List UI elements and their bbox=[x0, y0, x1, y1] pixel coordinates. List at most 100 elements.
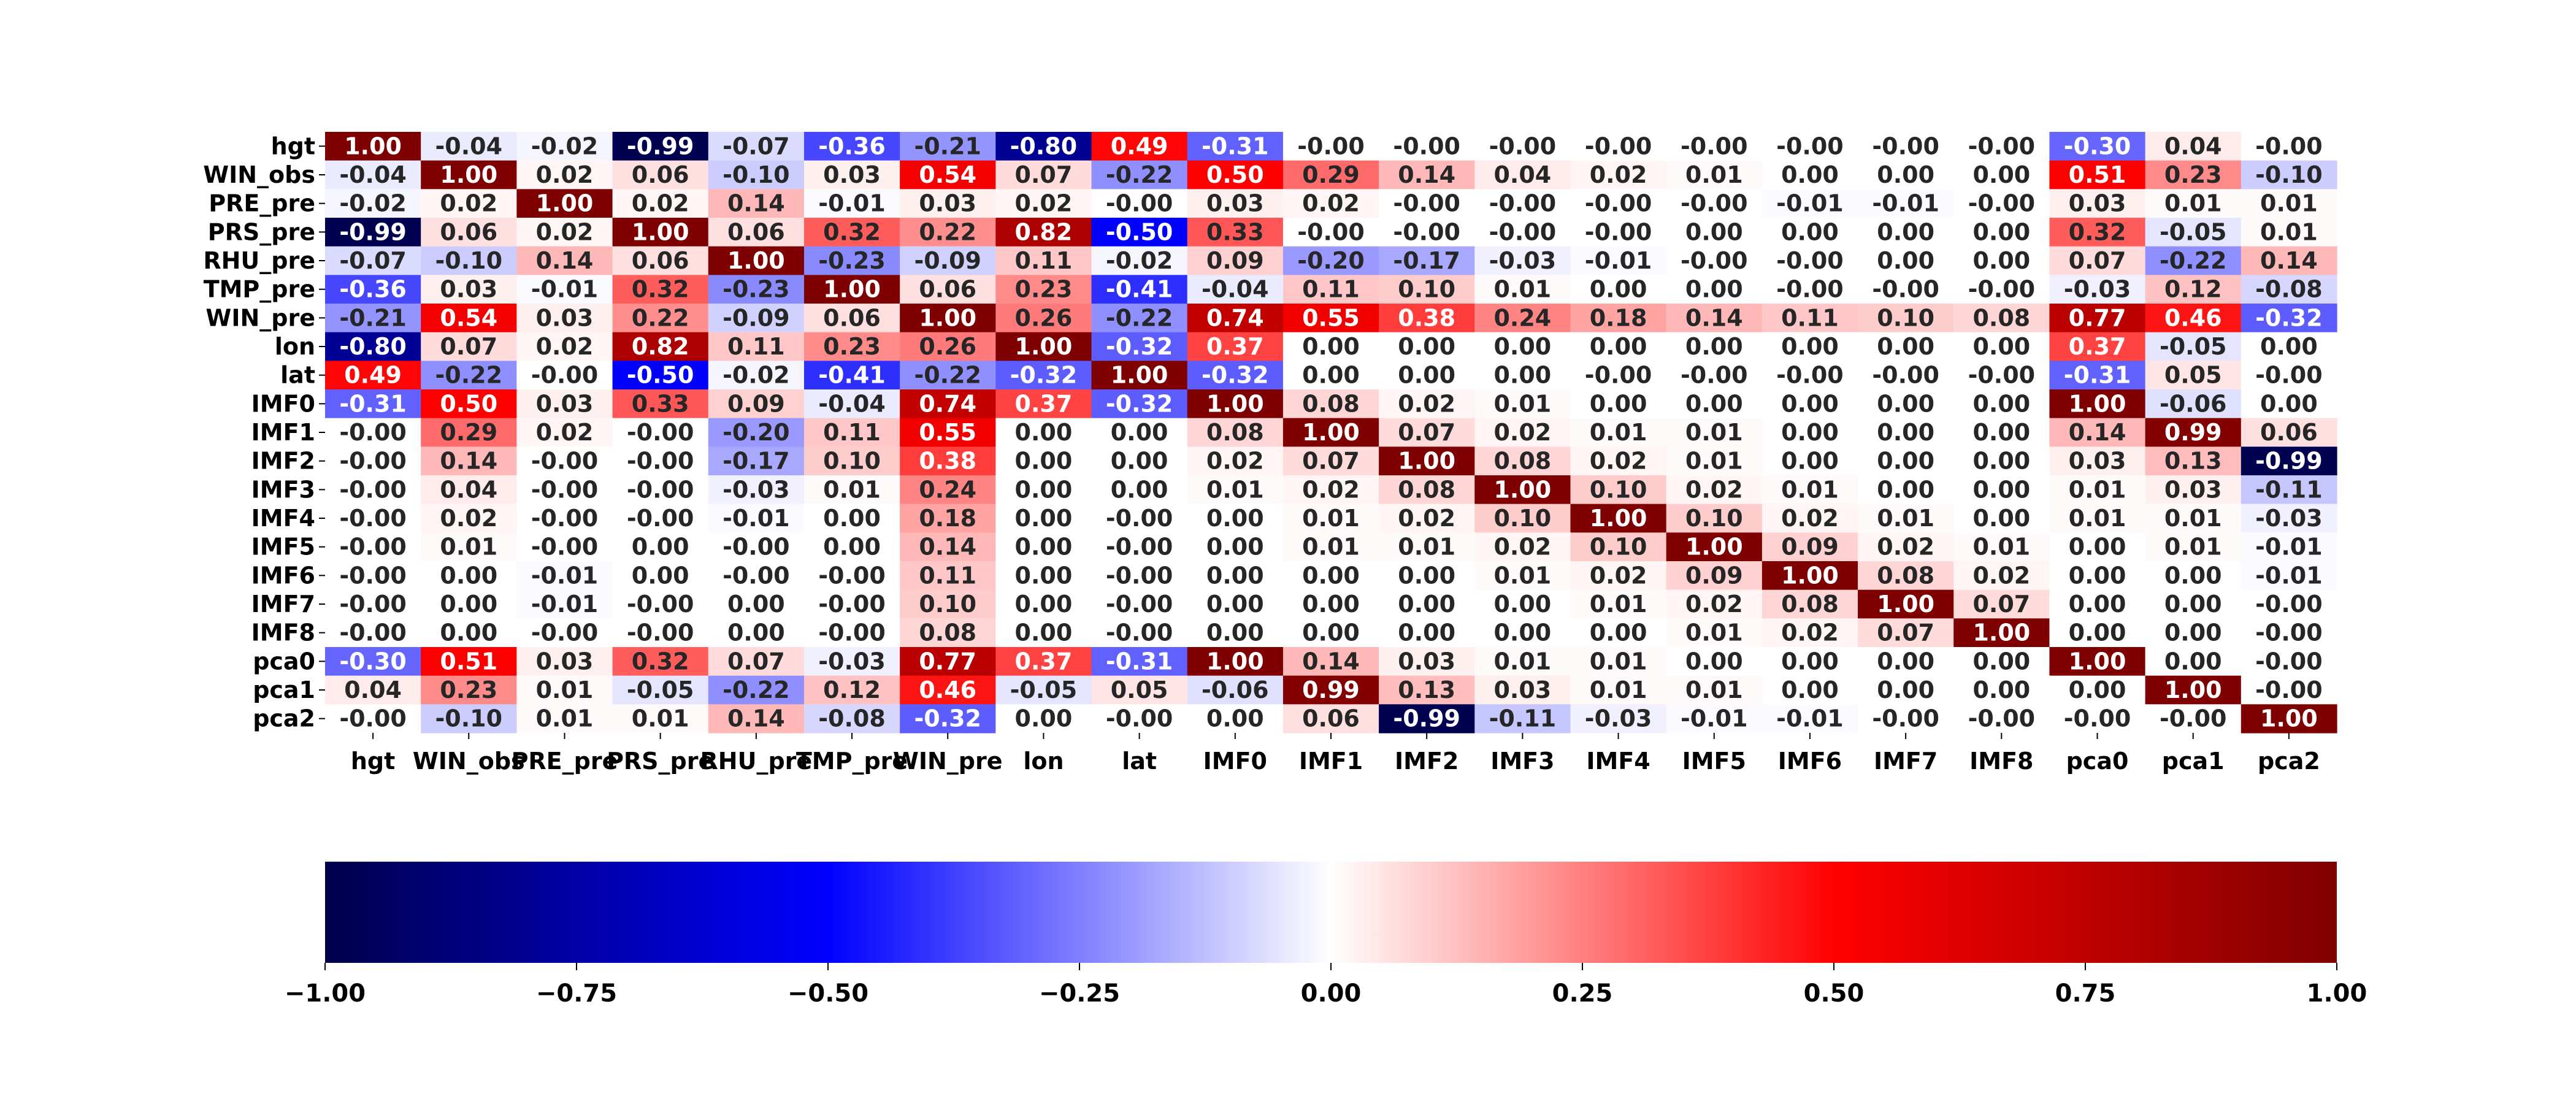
cell-label-lat-pca1: 0.05 bbox=[2164, 362, 2222, 389]
heatmap-cell-IMF7-pca0 bbox=[2049, 589, 2146, 619]
heatmap-cell-IMF4-PRE_pre bbox=[516, 504, 613, 533]
heatmap-cell-IMF3-pca0 bbox=[2049, 475, 2146, 505]
cell-label-lat-IMF6: -0.00 bbox=[1776, 362, 1844, 389]
heatmap-cell-lat-IMF7 bbox=[1858, 361, 1954, 390]
heatmap-cell-IMF8-IMF5 bbox=[1666, 618, 1763, 648]
heatmap-cell-WIN_pre-IMF6 bbox=[1761, 304, 1858, 333]
cell-label-IMF7-IMF2: 0.00 bbox=[1398, 591, 1455, 618]
colorbar-tick-label-7: 0.75 bbox=[2055, 979, 2116, 1008]
cell-label-WIN_obs-lat: -0.22 bbox=[1106, 161, 1173, 188]
cell-label-RHU_pre-IMF6: -0.00 bbox=[1776, 247, 1844, 274]
heatmap-cell-lat-PRE_pre bbox=[516, 361, 613, 390]
cell-label-hgt-lon: -0.80 bbox=[1010, 132, 1078, 159]
cell-label-IMF0-IMF7: 0.00 bbox=[1877, 390, 1934, 417]
cell-label-IMF6-IMF8: 0.02 bbox=[1972, 562, 2030, 589]
heatmap-cell-pca2-IMF5 bbox=[1666, 704, 1763, 734]
cell-label-pca2-lat: -0.00 bbox=[1106, 705, 1173, 732]
heatmap-cell-IMF1-pca1 bbox=[2145, 418, 2242, 447]
cell-label-PRE_pre-IMF0: 0.03 bbox=[1206, 190, 1264, 217]
x-tick-label-pca2: pca2 bbox=[2258, 748, 2320, 775]
cell-label-pca0-PRE_pre: 0.03 bbox=[536, 648, 594, 675]
heatmap-cell-IMF7-IMF0 bbox=[1187, 589, 1284, 619]
cell-label-WIN_pre-lon: 0.26 bbox=[1015, 304, 1073, 331]
cell-label-IMF1-IMF8: 0.00 bbox=[1972, 419, 2030, 446]
cell-label-WIN_obs-IMF3: 0.04 bbox=[1493, 161, 1551, 188]
heatmap-cell-lat-IMF5 bbox=[1666, 361, 1763, 390]
cell-label-lat-PRS_pre: -0.50 bbox=[627, 362, 694, 389]
heatmap-cell-pca2-IMF0 bbox=[1187, 704, 1284, 734]
heatmap-cell-WIN_obs-hgt bbox=[325, 160, 421, 190]
cell-label-TMP_pre-IMF3: 0.01 bbox=[1493, 276, 1551, 303]
cell-label-lat-IMF0: -0.32 bbox=[1202, 362, 1269, 389]
heatmap-cell-IMF8-IMF7 bbox=[1858, 618, 1954, 648]
cell-label-IMF3-TMP_pre: 0.01 bbox=[823, 476, 881, 503]
cell-label-pca2-RHU_pre: 0.14 bbox=[727, 705, 785, 732]
heatmap-cell-IMF7-IMF2 bbox=[1379, 589, 1475, 619]
x-tick-label-IMF5: IMF5 bbox=[1682, 748, 1746, 775]
cell-label-IMF6-TMP_pre: -0.00 bbox=[818, 562, 886, 589]
cell-label-lat-PRE_pre: -0.00 bbox=[531, 362, 599, 389]
cell-label-IMF3-pca1: 0.03 bbox=[2164, 476, 2222, 503]
heatmap-cell-pca0-RHU_pre bbox=[708, 647, 805, 676]
heatmap-cell-PRS_pre-WIN_obs bbox=[421, 218, 517, 247]
heatmap-cell-IMF1-IMF3 bbox=[1474, 418, 1571, 447]
heatmap-cell-PRS_pre-IMF5 bbox=[1666, 218, 1763, 247]
heatmap-cell-TMP_pre-lat bbox=[1091, 275, 1188, 304]
cell-label-pca2-PRS_pre: 0.01 bbox=[632, 705, 689, 732]
cell-label-IMF6-IMF3: 0.01 bbox=[1493, 562, 1551, 589]
cell-label-IMF3-RHU_pre: -0.03 bbox=[723, 476, 790, 503]
cell-label-IMF6-PRE_pre: -0.01 bbox=[531, 562, 599, 589]
heatmap-cell-lon-PRS_pre bbox=[612, 332, 709, 361]
y-tick-label-IMF3: IMF3 bbox=[251, 476, 315, 503]
cell-label-IMF3-IMF0: 0.01 bbox=[1206, 476, 1264, 503]
cell-label-pca1-IMF3: 0.03 bbox=[1493, 676, 1551, 703]
heatmap-cell-WIN_pre-lon bbox=[995, 304, 1092, 333]
cell-label-RHU_pre-IMF5: -0.00 bbox=[1681, 247, 1748, 274]
cell-label-RHU_pre-WIN_obs: -0.10 bbox=[435, 247, 503, 274]
cell-label-PRS_pre-IMF2: -0.00 bbox=[1393, 218, 1460, 245]
cell-label-TMP_pre-IMF7: -0.00 bbox=[1872, 276, 1939, 303]
cell-label-IMF5-IMF2: 0.01 bbox=[1398, 534, 1455, 561]
y-tick-label-IMF7: IMF7 bbox=[251, 591, 315, 618]
heatmap-cell-WIN_pre-hgt bbox=[325, 304, 421, 333]
cell-label-IMF1-hgt: -0.00 bbox=[339, 419, 407, 446]
cell-label-IMF2-TMP_pre: 0.10 bbox=[823, 448, 881, 475]
heatmap-cell-pca2-IMF7 bbox=[1858, 704, 1954, 734]
heatmap-cell-IMF2-PRS_pre bbox=[612, 446, 709, 476]
cell-label-lat-IMF1: 0.00 bbox=[1302, 362, 1360, 389]
heatmap-cell-pca1-IMF7 bbox=[1858, 675, 1954, 705]
cell-label-lon-PRS_pre: 0.82 bbox=[632, 333, 689, 360]
heatmap-cell-hgt-WIN_pre bbox=[900, 132, 996, 161]
heatmap-cell-PRE_pre-lon bbox=[995, 189, 1092, 218]
cell-label-WIN_obs-IMF6: 0.00 bbox=[1781, 161, 1839, 188]
cell-label-PRE_pre-TMP_pre: -0.01 bbox=[818, 190, 886, 217]
cell-label-pca0-IMF7: 0.00 bbox=[1877, 648, 1934, 675]
cell-label-lon-IMF8: 0.00 bbox=[1972, 333, 2030, 360]
cell-label-IMF3-lon: 0.00 bbox=[1015, 476, 1073, 503]
cell-label-WIN_pre-pca0: 0.77 bbox=[2069, 304, 2126, 331]
heatmap-cell-TMP_pre-WIN_obs bbox=[421, 275, 517, 304]
heatmap-annotations: 1.00 -0.04 -0.02 -0.99 -0.07 -0.36 -0.21 -0.80 0… bbox=[339, 132, 2322, 732]
cell-label-WIN_obs-IMF8: 0.00 bbox=[1972, 161, 2030, 188]
x-tick-label-IMF3: IMF3 bbox=[1490, 748, 1554, 775]
cell-label-pca0-IMF2: 0.03 bbox=[1398, 648, 1455, 675]
heatmap-cell-RHU_pre-pca0 bbox=[2049, 246, 2146, 275]
cell-label-hgt-IMF4: -0.00 bbox=[1585, 132, 1652, 159]
cell-label-IMF5-IMF6: 0.09 bbox=[1781, 534, 1839, 561]
cell-label-WIN_obs-pca0: 0.51 bbox=[2069, 161, 2126, 188]
cell-label-IMF4-lat: -0.00 bbox=[1106, 505, 1173, 532]
heatmap-cell-IMF5-pca1 bbox=[2145, 532, 2242, 562]
cell-label-hgt-PRE_pre: -0.02 bbox=[531, 132, 599, 159]
cell-label-IMF1-IMF1: 1.00 bbox=[1302, 419, 1360, 446]
cell-label-TMP_pre-PRS_pre: 0.32 bbox=[632, 276, 689, 303]
heatmap-cell-TMP_pre-hgt bbox=[325, 275, 421, 304]
heatmap-cell-pca1-pca0 bbox=[2049, 675, 2146, 705]
cell-label-RHU_pre-lon: 0.11 bbox=[1015, 247, 1073, 274]
heatmap-cell-pca2-IMF1 bbox=[1282, 704, 1379, 734]
x-tick-label-IMF4: IMF4 bbox=[1586, 748, 1650, 775]
cell-label-hgt-WIN_pre: -0.21 bbox=[914, 132, 981, 159]
heatmap-cell-pca1-IMF2 bbox=[1379, 675, 1475, 705]
heatmap-cell-IMF0-pca2 bbox=[2241, 389, 2337, 419]
heatmap-cell-IMF2-IMF2 bbox=[1379, 446, 1475, 476]
cell-label-IMF5-RHU_pre: -0.00 bbox=[723, 534, 790, 561]
